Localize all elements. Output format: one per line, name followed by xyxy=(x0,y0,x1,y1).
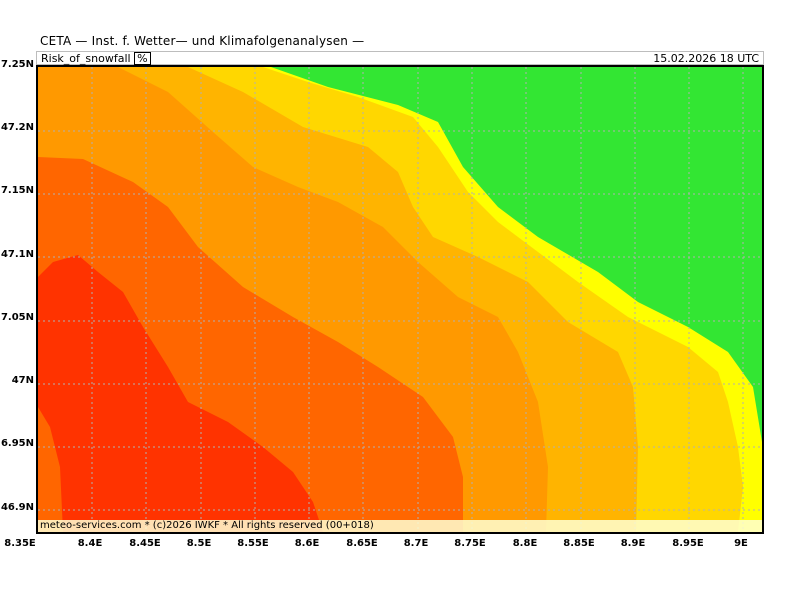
x-tick-label: 8.4E xyxy=(77,538,103,549)
map-frame: meteo-services.com * (c)2026 IWKF * All … xyxy=(36,65,764,534)
x-tick-label: 8.7E xyxy=(403,538,429,549)
parameter-name: Risk_of_snowfall xyxy=(41,52,131,65)
x-tick-label: 8.75E xyxy=(454,538,486,549)
x-tick-label: 8.5E xyxy=(186,538,212,549)
x-tick-label: 8.55E xyxy=(237,538,269,549)
y-tick-label: 7.15N xyxy=(0,185,34,196)
unit-box: % xyxy=(134,52,151,65)
x-tick-label: 8.65E xyxy=(346,538,378,549)
y-tick-label: 7.05N xyxy=(0,312,34,323)
valid-time: 15.02.2026 18 UTC xyxy=(653,52,759,65)
x-tick-label: 8.6E xyxy=(294,538,320,549)
x-tick-label: 9E xyxy=(734,538,748,549)
contour-band-red xyxy=(38,255,323,532)
y-tick-label: 47N xyxy=(11,375,34,386)
y-tick-label: 47.2N xyxy=(0,122,34,133)
contour-map xyxy=(38,67,762,532)
y-tick-label: 6.95N xyxy=(0,438,34,449)
map-title: CETA — Inst. f. Wetter— und Klimafolgena… xyxy=(40,34,365,48)
parameter-label: Risk_of_snowfall % xyxy=(41,52,151,65)
copyright-footer: meteo-services.com * (c)2026 IWKF * All … xyxy=(38,520,762,532)
x-tick-label: 8.35E xyxy=(4,538,36,549)
x-tick-label: 8.95E xyxy=(672,538,704,549)
x-tick-label: 8.8E xyxy=(512,538,538,549)
subtitle-bar: Risk_of_snowfall % 15.02.2026 18 UTC xyxy=(36,51,764,65)
y-tick-label: 47.1N xyxy=(0,249,34,260)
x-tick-label: 8.85E xyxy=(563,538,595,549)
y-tick-label: 46.9N xyxy=(0,502,34,513)
x-tick-label: 8.9E xyxy=(620,538,646,549)
x-tick-label: 8.45E xyxy=(129,538,161,549)
y-tick-label: 7.25N xyxy=(0,59,34,70)
map-grid xyxy=(38,67,762,532)
